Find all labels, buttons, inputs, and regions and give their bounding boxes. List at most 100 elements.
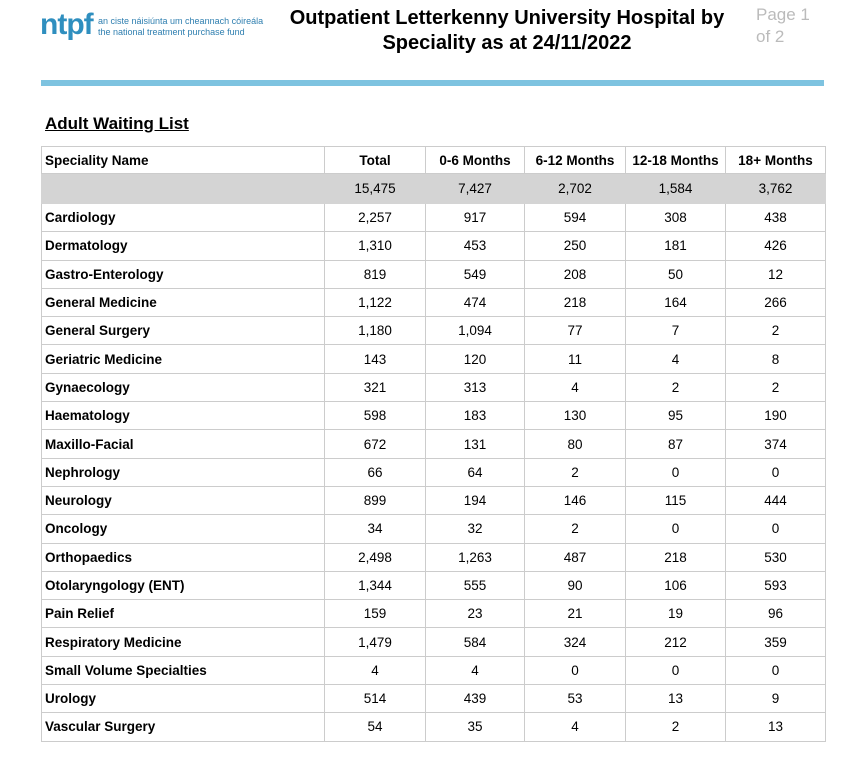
- section-title: Adult Waiting List: [45, 114, 189, 133]
- cell: 0: [725, 514, 826, 544]
- cell: 11: [524, 344, 626, 374]
- cell: 819: [324, 259, 426, 289]
- cell: 3,762: [725, 173, 826, 204]
- cell: 146: [524, 485, 626, 516]
- cell: 120: [425, 344, 525, 374]
- cell: 1,344: [324, 570, 426, 601]
- cell: 4: [524, 372, 626, 403]
- cell: 6-12 Months: [524, 146, 626, 174]
- data-row: Oncology 34 32 2 0 0: [41, 514, 826, 544]
- cell: 95: [625, 401, 726, 431]
- cell: 1,584: [625, 173, 726, 204]
- cell: 96: [725, 599, 826, 629]
- cell: 12-18 Months: [625, 146, 726, 174]
- data-row: Maxillo-Facial 672 131 80 87 374: [41, 429, 826, 459]
- data-row: Pain Relief 159 23 21 19 96: [41, 599, 826, 629]
- cell: 4: [524, 712, 626, 742]
- totals-row: 15,475 7,427 2,702 1,584 3,762: [41, 173, 826, 204]
- cell: 374: [725, 429, 826, 459]
- cell: 598: [324, 401, 426, 431]
- cell: 181: [625, 231, 726, 261]
- cell: 266: [725, 287, 826, 318]
- cell: 53: [524, 684, 626, 714]
- cell: 549: [425, 259, 525, 289]
- data-row: General Medicine 1,122 474 218 164 266: [41, 287, 826, 318]
- cell: 13: [725, 712, 826, 742]
- cell: 4: [625, 344, 726, 374]
- cell: 2: [725, 372, 826, 403]
- cell: 0: [625, 655, 726, 686]
- cell: 54: [324, 712, 426, 742]
- data-row: General Surgery 1,180 1,094 77 7 2: [41, 316, 826, 346]
- cell: 530: [725, 542, 826, 572]
- cell: 1,263: [425, 542, 525, 572]
- cell: 2,498: [324, 542, 426, 572]
- cell: 917: [425, 202, 525, 233]
- cell: Oncology: [41, 514, 325, 544]
- cell: 2: [524, 457, 626, 487]
- cell: Gynaecology: [41, 372, 325, 403]
- cell: Otolaryngology (ENT): [41, 570, 325, 601]
- cell: Total: [324, 146, 426, 174]
- page-number: Page 1 of 2: [756, 5, 810, 46]
- data-row: Orthopaedics 2,498 1,263 487 218 530: [41, 542, 826, 572]
- cell: 359: [725, 627, 826, 657]
- cell: 194: [425, 485, 525, 516]
- cell: Small Volume Specialties: [41, 655, 325, 686]
- cell: Dermatology: [41, 231, 325, 261]
- cell: 0: [625, 457, 726, 487]
- data-row: Urology 514 439 53 13 9: [41, 684, 826, 714]
- cell: 66: [324, 457, 426, 487]
- cell: 190: [725, 401, 826, 431]
- cell: Speciality Name: [41, 146, 325, 174]
- cell: 584: [425, 627, 525, 657]
- cell: 32: [425, 514, 525, 544]
- cell: 899: [324, 485, 426, 516]
- cell: 183: [425, 401, 525, 431]
- cell: 439: [425, 684, 525, 714]
- cell: Urology: [41, 684, 325, 714]
- cell: 18+ Months: [725, 146, 826, 174]
- cell: 555: [425, 570, 525, 601]
- cell: 35: [425, 712, 525, 742]
- cell: 212: [625, 627, 726, 657]
- cell: Orthopaedics: [41, 542, 325, 572]
- cell: Vascular Surgery: [41, 712, 325, 742]
- cell: 2: [625, 372, 726, 403]
- cell: 487: [524, 542, 626, 572]
- cell: 64: [425, 457, 525, 487]
- cell: 21: [524, 599, 626, 629]
- cell: 672: [324, 429, 426, 459]
- cell: 4: [425, 655, 525, 686]
- cell: 1,094: [425, 316, 525, 346]
- cell: 9: [725, 684, 826, 714]
- logo-text: the national treatment purchase fund: [98, 27, 245, 37]
- cell: 77: [524, 316, 626, 346]
- cell: 218: [625, 542, 726, 572]
- divider: [41, 80, 824, 86]
- cell: Haematology: [41, 401, 325, 431]
- cell: Respiratory Medicine: [41, 627, 325, 657]
- cell: 87: [625, 429, 726, 459]
- cell: 90: [524, 570, 626, 601]
- cell: Neurology: [41, 485, 325, 516]
- cell: 250: [524, 231, 626, 261]
- cell: 143: [324, 344, 426, 374]
- cell: 1,479: [324, 627, 426, 657]
- cell: 324: [524, 627, 626, 657]
- cell: 7,427: [425, 173, 525, 204]
- cell: 0-6 Months: [425, 146, 525, 174]
- table: Speciality Name Total 0-6 Months 6-12 Month…: [41, 146, 826, 742]
- data-row: Nephrology 66 64 2 0 0: [41, 457, 826, 487]
- cell: Nephrology: [41, 457, 325, 487]
- cell: 130: [524, 401, 626, 431]
- cell: 0: [725, 655, 826, 686]
- cell: 8: [725, 344, 826, 374]
- cell: Maxillo-Facial: [41, 429, 325, 459]
- cell: 23: [425, 599, 525, 629]
- cell: Cardiology: [41, 202, 325, 233]
- cell: 106: [625, 570, 726, 601]
- data-row: Respiratory Medicine 1,479 584 324 212 359: [41, 627, 826, 657]
- cell: 594: [524, 202, 626, 233]
- cell: 12: [725, 259, 826, 289]
